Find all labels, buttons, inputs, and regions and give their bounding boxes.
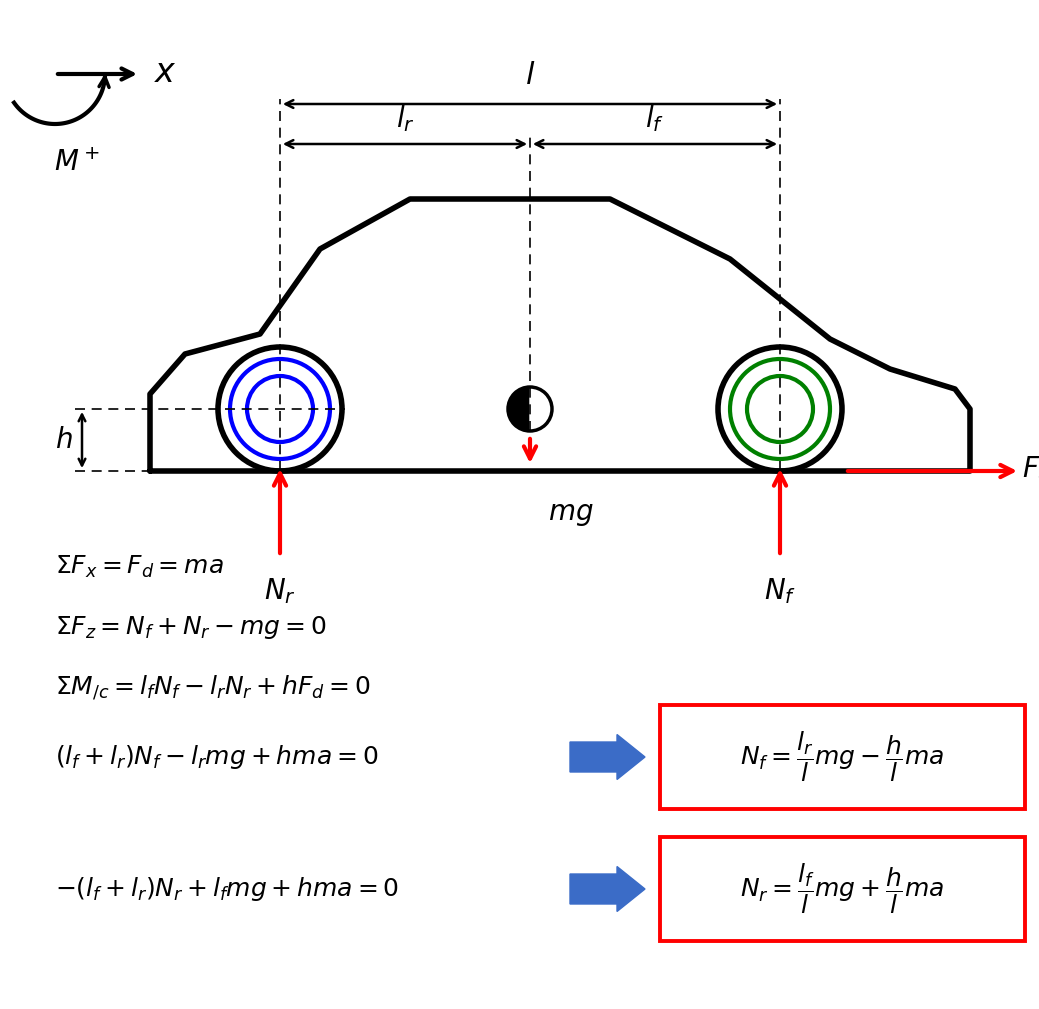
Text: $-(l_f + l_r)N_r + l_f mg + hma = 0$: $-(l_f + l_r)N_r + l_f mg + hma = 0$ (55, 875, 399, 903)
Text: $N_r$: $N_r$ (264, 576, 296, 605)
FancyBboxPatch shape (660, 705, 1025, 809)
Text: $M^+$: $M^+$ (54, 149, 100, 177)
Text: $mg$: $mg$ (548, 501, 593, 528)
FancyBboxPatch shape (660, 837, 1025, 941)
Text: $l_f$: $l_f$ (645, 103, 665, 134)
FancyArrow shape (570, 735, 645, 780)
Text: $h$: $h$ (55, 427, 73, 453)
Text: $l_r$: $l_r$ (396, 103, 415, 134)
Text: $x$: $x$ (154, 55, 177, 89)
Wedge shape (508, 387, 530, 431)
Text: $N_f$: $N_f$ (764, 576, 796, 605)
Wedge shape (530, 387, 552, 431)
Text: $\Sigma F_x = F_d = ma$: $\Sigma F_x = F_d = ma$ (55, 554, 223, 580)
Text: $\Sigma M_{/c} = l_f N_f - l_r N_r + hF_d = 0$: $\Sigma M_{/c} = l_f N_f - l_r N_r + hF_… (55, 674, 371, 702)
Text: $l$: $l$ (525, 60, 535, 91)
Text: $N_r = \dfrac{l_f}{l}mg + \dfrac{h}{l}ma$: $N_r = \dfrac{l_f}{l}mg + \dfrac{h}{l}ma… (741, 862, 944, 916)
Text: $(l_f + l_r)N_f - l_r mg + hma = 0$: $(l_f + l_r)N_f - l_r mg + hma = 0$ (55, 743, 378, 771)
Text: $N_f = \dfrac{l_r}{l}mg - \dfrac{h}{l}ma$: $N_f = \dfrac{l_r}{l}mg - \dfrac{h}{l}ma… (741, 730, 944, 784)
Text: $\Sigma F_z = N_f + N_r - mg = 0$: $\Sigma F_z = N_f + N_r - mg = 0$ (55, 614, 326, 641)
FancyArrow shape (570, 867, 645, 911)
Text: $F_d$: $F_d$ (1022, 454, 1039, 484)
